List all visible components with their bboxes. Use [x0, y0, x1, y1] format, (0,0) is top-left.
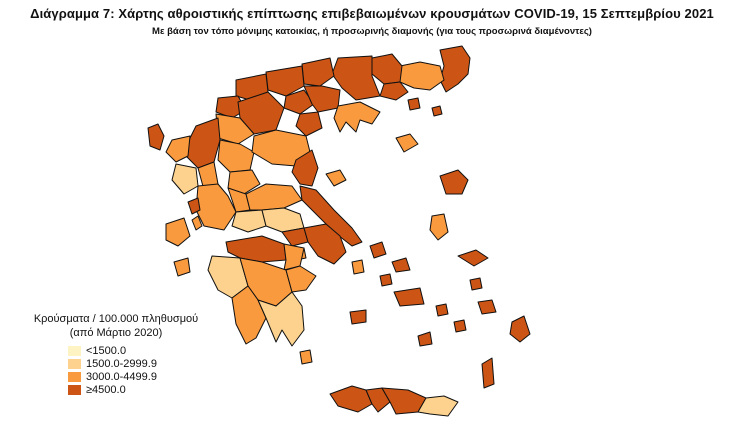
region-chios [429, 213, 449, 241]
region-ithaca [191, 215, 203, 231]
region-leros-patmos [469, 277, 483, 291]
region-chalkidiki [333, 101, 381, 133]
legend-swatch [68, 358, 81, 369]
legend-title: Κρούσματα / 100.000 πληθυσμού (από Μάρτι… [16, 312, 216, 340]
region-ioannina [185, 117, 221, 169]
region-karditsa [227, 169, 261, 195]
legend-label: 3000.0-4499.9 [86, 370, 157, 383]
region-achaia [225, 235, 287, 263]
legend-title-line1: Κρούσματα / 100.000 πληθυσμού [33, 313, 199, 325]
region-lakonia [257, 291, 305, 347]
region-rodopi-xanthi [399, 61, 445, 91]
region-kythira [299, 349, 313, 365]
region-kefalonia [165, 217, 191, 247]
legend-label: <1500.0 [86, 344, 127, 357]
region-fthiotida [245, 183, 303, 211]
region-thesprotia [165, 135, 191, 163]
region-lesvos [439, 169, 469, 195]
legend-item-gte4500: ≥4500.0 [68, 383, 157, 396]
region-trikala [217, 139, 255, 173]
region-zakynthos [173, 257, 191, 277]
region-rhodes [509, 315, 531, 343]
region-tinos-mykonos [391, 257, 411, 273]
region-thira [417, 331, 433, 347]
map-subtitle: Με βάση τον τόπο μόνιμης κατοικίας, ή πρ… [152, 26, 592, 37]
legend: <1500.0 1500.0-2999.9 3000.0-4499.9 ≥450… [68, 344, 157, 396]
region-samothraki [431, 105, 443, 117]
region-evros [439, 45, 471, 93]
region-andros [369, 241, 387, 259]
region-messinia [231, 285, 267, 345]
region-kavala [379, 81, 409, 101]
region-amorgos [435, 303, 449, 317]
region-lasithi [417, 395, 459, 417]
region-kea-kythnos [351, 259, 365, 275]
region-magnesia [291, 149, 319, 187]
legend-title-line2: (από Μάρτιο 2020) [69, 327, 163, 339]
region-milos [349, 309, 367, 325]
legend-label: 1500.0-2999.9 [86, 357, 157, 370]
map-title: Διάγραμμα 7: Χάρτης αθροιστικής επίπτωση… [30, 6, 714, 21]
region-ikaria-samos [457, 249, 489, 267]
region-viotia [261, 207, 305, 233]
region-drama [371, 53, 403, 85]
region-syros [379, 273, 393, 287]
region-astypalaia [453, 319, 467, 333]
region-evia [299, 185, 363, 247]
region-lemnos [395, 133, 419, 153]
region-lefkada [187, 197, 201, 215]
region-thasos [407, 97, 421, 111]
region-aitoloakarnania [195, 183, 237, 231]
legend-label: ≥4500.0 [86, 383, 126, 396]
region-kalymnos-kos [477, 299, 497, 315]
region-karpathos [481, 357, 495, 389]
region-pieria [295, 111, 323, 137]
region-fokida [231, 209, 267, 233]
region-argolida [285, 265, 317, 293]
region-kilkis [301, 57, 335, 87]
region-paros-naxos [393, 287, 425, 307]
legend-item-3000-4499: 3000.0-4499.9 [68, 370, 157, 383]
region-imathia [283, 89, 315, 115]
region-corfu [147, 123, 165, 151]
region-rethymno [365, 387, 391, 413]
region-thessaloniki [303, 85, 341, 113]
region-attica-athens [303, 223, 347, 265]
legend-item-lt1500: <1500.0 [68, 344, 157, 357]
legend-swatch [68, 371, 81, 382]
region-sporades [325, 169, 347, 187]
legend-swatch [68, 384, 81, 395]
region-preveza [171, 163, 199, 195]
legend-item-1500-2999: 1500.0-2999.9 [68, 357, 157, 370]
legend-swatch [68, 345, 81, 356]
